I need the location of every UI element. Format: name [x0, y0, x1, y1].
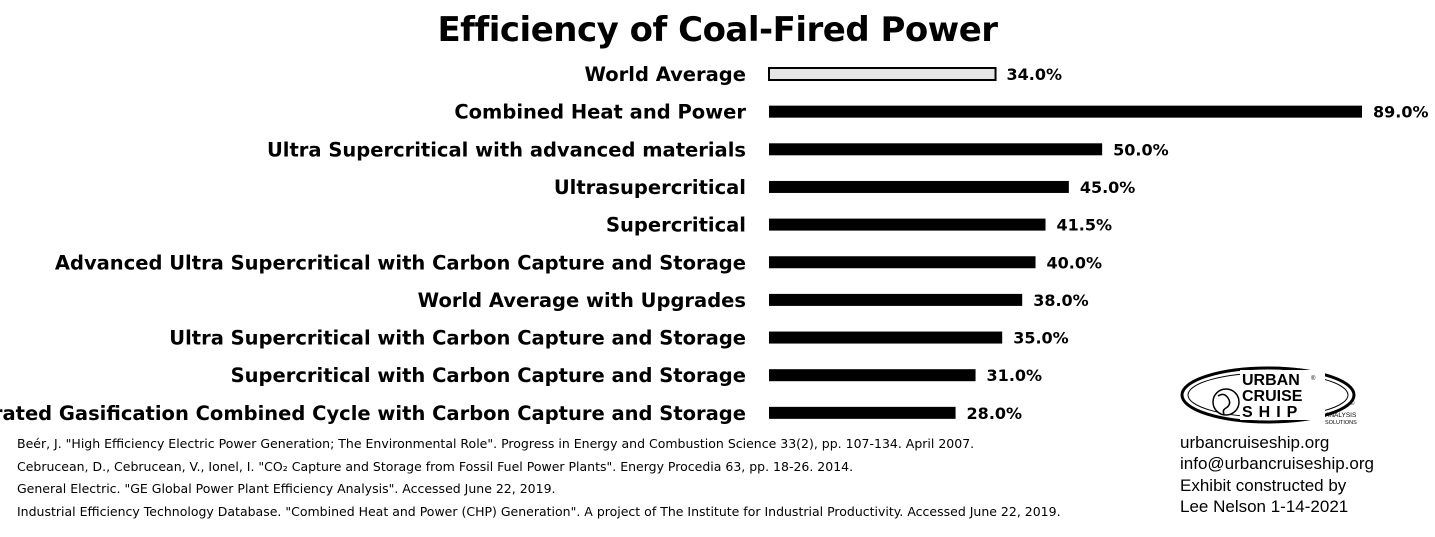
bar [769, 406, 956, 419]
bar [769, 256, 1036, 269]
bar [769, 143, 1103, 156]
bar [769, 218, 1046, 231]
logo-line3: SHIP [1242, 404, 1303, 421]
category-label: Supercritical with Carbon Capture and St… [231, 364, 746, 387]
category-label: Advanced Ultra Supercritical with Carbon… [55, 251, 746, 274]
logo-tagline-2: SOLUTIONS [1325, 420, 1357, 426]
logo-line1: URBAN [1242, 372, 1300, 389]
bar [769, 293, 1023, 306]
bar [768, 67, 997, 81]
urban-cruise-ship-logo: URBAN CRUISE SHIP ® © ANALYSIS SOLUTIONS [1180, 366, 1357, 426]
value-label: 41.5% [1057, 216, 1113, 235]
category-label: Ultra Supercritical with advanced materi… [267, 138, 746, 161]
value-label: 89.0% [1373, 103, 1429, 122]
category-label: Integrated Gasification Combined Cycle w… [0, 402, 746, 425]
bar [769, 105, 1362, 118]
value-label: 45.0% [1080, 178, 1136, 197]
reference-item: Beér, J. "High Efficiency Electric Power… [17, 436, 975, 451]
value-label: 31.0% [987, 366, 1043, 385]
bar [769, 331, 1003, 344]
value-label: 35.0% [1013, 329, 1069, 348]
reference-item: Cebrucean, D., Cebrucean, V., Ionel, I. … [17, 458, 854, 474]
value-label: 34.0% [1007, 65, 1063, 84]
category-label: World Average with Upgrades [418, 289, 746, 312]
value-label: 38.0% [1033, 291, 1089, 310]
category-label: Ultrasupercritical [554, 176, 746, 199]
bar [769, 180, 1069, 193]
category-label: Supercritical [606, 214, 746, 237]
chart-title: Efficiency of Coal-Fired Power [437, 10, 998, 50]
category-label: Combined Heat and Power [454, 101, 746, 124]
logo-copyright-mark: © [1350, 400, 1355, 407]
website-text: urbancruiseship.org [1180, 433, 1330, 452]
references: Beér, J. "High Efficiency Electric Power… [17, 433, 1061, 523]
logo-line2: CRUISE [1242, 388, 1303, 405]
category-label: Ultra Supercritical with Carbon Capture … [169, 327, 746, 350]
category-label: World Average [584, 63, 746, 86]
constructed-by-text: Exhibit constructed by [1180, 475, 1347, 495]
logo-tagline-1: ANALYSIS [1325, 412, 1357, 419]
credit-block: urbancruiseship.org info@urbancruiseship… [1180, 432, 1374, 517]
value-label: 40.0% [1047, 253, 1103, 272]
bar-chart: World Average 34.0% Combined Heat and Powe… [0, 63, 1429, 425]
value-label: 28.0% [967, 404, 1023, 423]
value-label: 50.0% [1113, 140, 1169, 159]
logo-registered-mark: ® [1311, 375, 1316, 382]
author-date-text: Lee Nelson 1-14-2021 [1180, 496, 1349, 516]
bar [769, 369, 976, 382]
reference-item: Industrial Efficiency Technology Databas… [17, 503, 1061, 519]
reference-item: General Electric. "GE Global Power Plant… [17, 481, 556, 496]
email-text: info@urbancruiseship.org [1180, 454, 1374, 474]
